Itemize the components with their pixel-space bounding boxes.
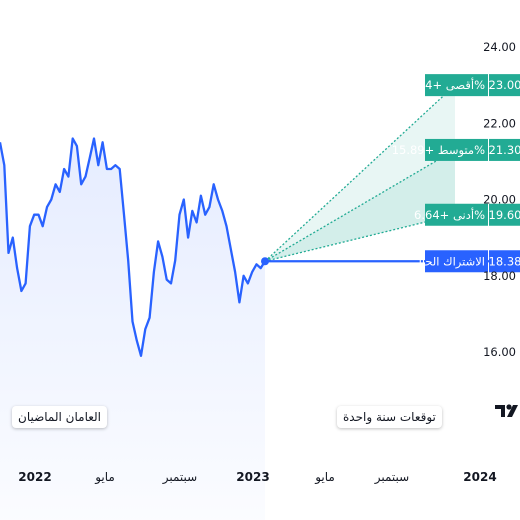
forecast-label-0-text: أقصى +25.14% <box>400 77 485 92</box>
forecast-line-2 <box>264 214 456 262</box>
current-price-label-text: الاشتراك الحالي <box>409 254 485 269</box>
current-price-label-value-bg <box>489 250 520 273</box>
forecast-label-1-text: متوسط +15.89% <box>392 143 485 158</box>
forecast-label-2-text: أدنى +6.64% <box>414 207 485 222</box>
x-tick-label: سبتمبر <box>162 470 197 485</box>
x-tick-label: مايو <box>314 470 335 485</box>
forecast-label-1-value: 21.30 <box>489 143 520 157</box>
y-tick-label: 16.00 <box>483 345 516 359</box>
current-price-label-value: 18.38 <box>489 254 520 268</box>
forecast-label-2-value: 19.60 <box>489 208 520 222</box>
forecast-label-1-value-bg <box>489 138 520 161</box>
y-tick-label: 22.00 <box>483 116 516 130</box>
legend-past-two-years[interactable]: العامان الماضيان <box>12 406 108 428</box>
legend-one-year-forecast[interactable]: توقعات سنة واحدة <box>337 406 442 428</box>
forecast-line-0 <box>264 84 456 262</box>
y-tick-label: 24.00 <box>483 40 516 54</box>
forecast-label-1[interactable]: متوسط +15.89% 21.30 <box>392 138 520 161</box>
y-tick-label: 20.00 <box>483 193 516 207</box>
current-price-label[interactable]: الاشتراك الحالي 18.38 <box>409 250 520 273</box>
tradingview-logo-icon[interactable] <box>494 403 520 423</box>
x-tick-label: 2022 <box>18 470 51 484</box>
forecast-label-0-bg <box>425 74 488 97</box>
forecast-line-1 <box>264 149 456 262</box>
forecast-label-2[interactable]: أدنى +6.64% 19.60 <box>414 203 520 226</box>
x-tick-label: سبتمبر <box>374 470 409 485</box>
forecast-label-1-bg <box>425 138 488 161</box>
forecast-label-0-value-bg <box>489 74 520 97</box>
x-tick-label: 2023 <box>236 470 269 484</box>
current-price-label-bg <box>425 250 488 273</box>
x-tick-label: مايو <box>94 470 115 485</box>
x-tick-label: 2024 <box>463 470 496 484</box>
price-line <box>0 137 266 357</box>
price-area-fill <box>0 138 265 520</box>
current-price-dot <box>261 257 269 266</box>
forecast-label-0[interactable]: أقصى +25.14% 23.00 <box>400 74 520 97</box>
forecast-label-2-value-bg <box>489 203 520 226</box>
forecast-label-2-bg <box>425 203 488 226</box>
forecast-label-0-value: 23.00 <box>489 78 520 92</box>
y-tick-label: 18.00 <box>483 269 516 283</box>
